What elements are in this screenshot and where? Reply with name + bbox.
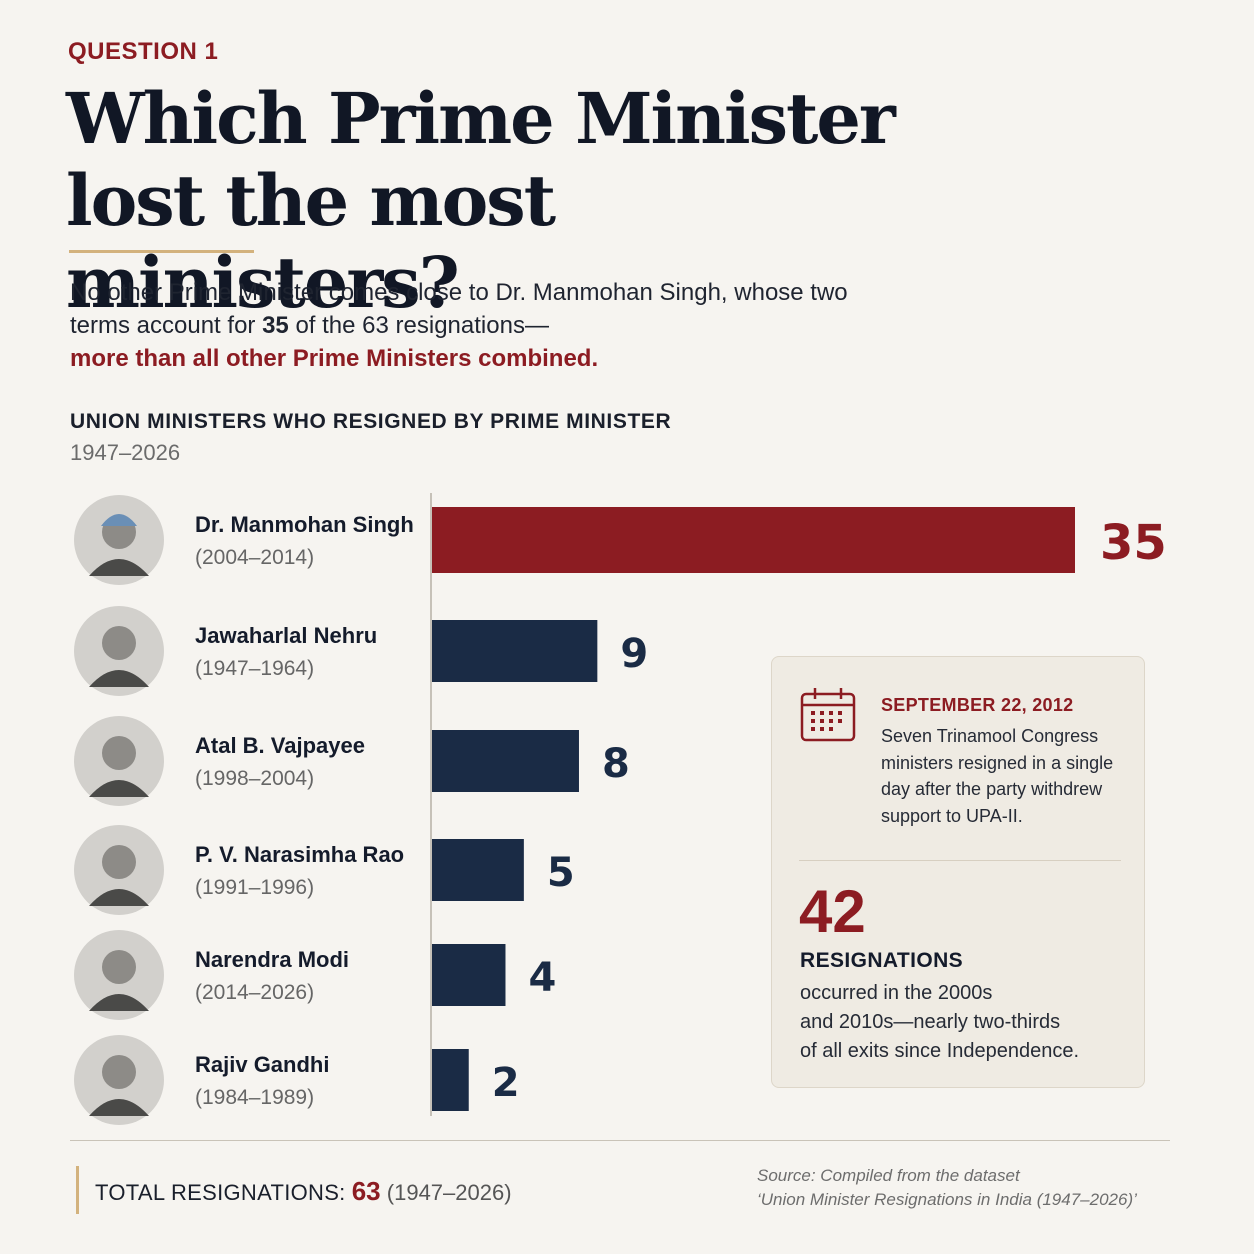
term-label: (2014–2026) <box>195 981 314 1004</box>
bar <box>432 1049 469 1111</box>
callout-box: SEPTEMBER 22, 2012 Seven Trinamool Congr… <box>771 656 1145 1088</box>
callout-text-line: ministers resigned in a single <box>881 752 1114 773</box>
source-note: Source: Compiled from the dataset ‘Union… <box>757 1164 1177 1212</box>
category-label: Rajiv Gandhi <box>195 1052 329 1077</box>
data-label: 4 <box>528 955 556 1001</box>
category-label: Narendra Modi <box>195 947 349 972</box>
avatar <box>74 606 164 696</box>
chart-title: UNION MINISTERS WHO RESIGNED BY PRIME MI… <box>70 410 672 433</box>
callout-text-line: day after the party withdrew <box>881 779 1103 799</box>
bar <box>432 507 1075 573</box>
term-label: (1984–1989) <box>195 1086 314 1109</box>
headline-line-1: Which Prime Minister <box>66 77 896 160</box>
data-label: 9 <box>620 631 648 677</box>
category-label: P. V. Narasimha Rao <box>195 842 404 867</box>
chart-subtitle: 1947–2026 <box>70 440 181 465</box>
total-value: 63 <box>351 1176 381 1206</box>
callout-text-line: support to UPA-II. <box>881 805 1023 826</box>
callout-text: Seven Trinamool Congress ministers resig… <box>881 723 1131 829</box>
callout-body-line: and 2010s—nearly two-thirds <box>800 1011 1061 1033</box>
category-label: Atal B. Vajpayee <box>195 733 365 758</box>
footer-divider <box>70 1140 1170 1141</box>
callout-text-line: Seven Trinamool Congress <box>881 726 1099 746</box>
headline: Which Prime Minister lost the most minist… <box>66 78 966 324</box>
title-underline <box>69 250 254 253</box>
avatar <box>74 930 164 1020</box>
bar <box>432 944 506 1006</box>
headline-line-2: lost the most ministers? <box>66 159 556 324</box>
calendar-icon <box>800 688 856 742</box>
intro-highlight-number: 35 <box>262 312 289 339</box>
term-label: (1998–2004) <box>195 767 314 790</box>
data-label: 8 <box>602 741 630 787</box>
term-label: (2004–2014) <box>195 546 314 569</box>
callout-date: SEPTEMBER 22, 2012 <box>881 695 1074 715</box>
intro-paragraph: No other Prime Minister comes close to D… <box>70 276 890 375</box>
callout-big-number: 42 <box>799 878 866 945</box>
kicker: QUESTION 1 <box>68 38 219 65</box>
avatar <box>74 495 164 585</box>
data-label: 2 <box>492 1060 520 1106</box>
avatar <box>74 716 164 806</box>
category-label: Jawaharlal Nehru <box>195 623 377 648</box>
avatar <box>74 825 164 915</box>
callout-body-line: occurred in the 2000s <box>800 982 993 1004</box>
footer-accent-bar <box>76 1166 79 1214</box>
term-label: (1991–1996) <box>195 876 314 899</box>
total-label: TOTAL RESIGNATIONS: <box>95 1180 346 1205</box>
intro-text-2: of the 63 resignations— <box>288 312 549 339</box>
data-label: 35 <box>1100 515 1167 571</box>
total-resignations: TOTAL RESIGNATIONS: 63 (1947–2026) <box>95 1176 512 1207</box>
intro-text-1: No other Prime Minister comes close to D… <box>70 279 848 339</box>
source-line-1: Source: Compiled from the dataset <box>757 1166 1020 1185</box>
avatar <box>74 1035 164 1125</box>
callout-label: RESIGNATIONS <box>800 949 964 972</box>
data-label: 5 <box>547 850 575 896</box>
callout-body-line: of all exits since Independence. <box>800 1040 1080 1062</box>
callout-body: occurred in the 2000s and 2010s—nearly t… <box>800 979 1120 1066</box>
bar <box>432 620 598 682</box>
bar <box>432 730 579 792</box>
term-label: (1947–1964) <box>195 657 314 680</box>
intro-accent: more than all other Prime Ministers comb… <box>70 345 599 372</box>
bar <box>432 839 524 901</box>
total-years: (1947–2026) <box>386 1180 512 1205</box>
category-label: Dr. Manmohan Singh <box>195 512 414 537</box>
source-line-2: ‘Union Minister Resignations in India (1… <box>757 1190 1137 1209</box>
callout-divider <box>799 860 1121 861</box>
